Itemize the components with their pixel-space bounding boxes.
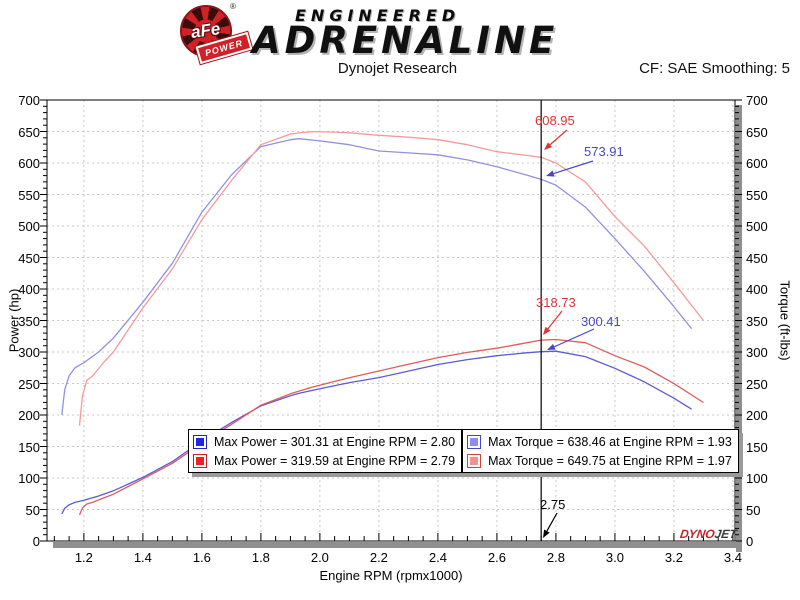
rpm-axis-title: Engine RPM (rpmx1000) <box>319 568 463 583</box>
arrow-torque-blue-line <box>553 160 594 175</box>
legend-swatch-power-blue-icon <box>193 434 207 449</box>
legend: Max Power = 301.31 at Engine RPM = 2.80 … <box>188 429 739 473</box>
axis-shadow-right <box>736 105 742 552</box>
arrow-power-blue-line <box>554 328 595 348</box>
x-tick-label: 2.2 <box>369 550 388 565</box>
arrow-power-blue-head <box>547 343 556 350</box>
y-tick-label-right: 600 <box>746 156 768 171</box>
x-tick-label: 2.0 <box>310 550 329 565</box>
y-tick-label-left: 650 <box>18 124 40 140</box>
x-tick-label: 2.4 <box>428 550 447 565</box>
legend-row: Max Power = 319.59 at Engine RPM = 2.79 <box>193 451 455 470</box>
arrow-power-red-line <box>547 310 563 330</box>
y-tick-label-left: 50 <box>25 502 40 518</box>
legend-label: Max Power = 319.59 at Engine RPM = 2.79 <box>214 453 456 468</box>
legend-swatch-torque-red-icon <box>467 453 482 468</box>
x-tick-label: 1.4 <box>133 550 152 565</box>
y-tick-label-right: 400 <box>746 282 768 297</box>
arrow-power-red-head <box>543 326 551 335</box>
curve-torque-afe-red <box>78 130 704 426</box>
y-tick-label-right: 700 <box>746 93 768 108</box>
x-tick-label: 1.8 <box>251 550 270 565</box>
chart-title: Dynojet Research <box>337 60 458 77</box>
annotation-torque-blue: 573.91 <box>584 144 624 159</box>
y-tick-label-right: 200 <box>746 408 768 423</box>
y-tick-label-right: 350 <box>746 313 768 329</box>
engineered-text: ENGINEERED <box>295 6 461 25</box>
curve-torque-baseline-blue <box>61 138 693 416</box>
legend-box-power: Max Power = 301.31 at Engine RPM = 2.80 … <box>188 429 463 473</box>
legend-label: Max Torque = 638.46 at Engine RPM = 1.93 <box>488 434 732 449</box>
y-tick-label-left: 700 <box>18 93 40 108</box>
x-tick-label: 1.6 <box>192 550 211 565</box>
afe-logo: aFe ® POWER ENGINEERED ADRENALINE <box>175 2 635 65</box>
legend-label: Max Power = 301.31 at Engine RPM = 2.80 <box>214 434 456 449</box>
y-tick-label-right: 250 <box>746 376 768 392</box>
y-tick-label-left: 500 <box>18 219 40 234</box>
x-tick-label: 3.2 <box>664 550 683 565</box>
x-tick-label: 2.6 <box>487 550 506 565</box>
adrenaline-text: ADRENALINE <box>252 19 559 62</box>
y-tick-label-left: 550 <box>18 187 40 203</box>
arrow-cursor-line <box>546 512 558 532</box>
legend-row: Max Torque = 638.46 at Engine RPM = 1.93 <box>467 432 732 451</box>
registered-trademark: ® <box>230 2 236 11</box>
y-tick-label-right: 300 <box>746 345 768 360</box>
legend-row: Max Power = 301.31 at Engine RPM = 2.80 <box>193 432 455 451</box>
x-tick-label: 3.4 <box>723 550 742 565</box>
y-tick-label-right: 550 <box>746 187 768 203</box>
legend-swatch-power-red-icon <box>193 453 207 468</box>
annotation-cursor-rpm: 2.75 <box>540 497 566 512</box>
y-tick-label-right: 500 <box>746 219 768 234</box>
y-tick-label-left: 400 <box>18 282 40 297</box>
annotation-power-blue: 300.41 <box>581 314 621 329</box>
x-tick-label: 2.8 <box>546 550 565 565</box>
x-tick-label: 1.2 <box>74 550 93 565</box>
y-tick-label-left: 100 <box>18 471 40 486</box>
dyno-text: DYNO <box>679 527 716 541</box>
legend-swatch-torque-blue-icon <box>467 434 482 449</box>
y-tick-label-right: 150 <box>746 439 768 455</box>
arrow-torque-red-head <box>544 142 553 150</box>
y-tick-label-left: 600 <box>18 156 40 171</box>
arrow-torque-red-line <box>549 129 568 146</box>
correction-factor-label: CF: SAE Smoothing: 5 <box>639 60 790 77</box>
dynojet-watermark: DYNOJET <box>679 527 738 541</box>
y-tick-label-right: 450 <box>746 250 768 266</box>
legend-label: Max Torque = 649.75 at Engine RPM = 1.97 <box>488 453 732 468</box>
y-tick-label-right: 50 <box>746 502 761 518</box>
curve-power-afe-red <box>78 338 704 516</box>
y-tick-label-right: 0 <box>746 534 754 549</box>
y-tick-label-left: 250 <box>18 376 40 392</box>
arrow-torque-blue-head <box>546 170 555 177</box>
y-tick-label-left: 350 <box>18 313 40 329</box>
annotation-torque-red: 608.95 <box>535 113 575 128</box>
arrow-cursor-head <box>543 529 550 538</box>
y-tick-label-left: 150 <box>18 439 40 455</box>
y-tick-label-left: 300 <box>18 345 40 360</box>
y-tick-label-left: 450 <box>18 250 40 266</box>
legend-row: Max Torque = 649.75 at Engine RPM = 1.97 <box>467 451 732 470</box>
jet-text: JET <box>713 527 738 541</box>
y-tick-label-right: 100 <box>746 471 768 486</box>
y-tick-label-right: 650 <box>746 124 768 140</box>
x-tick-label: 3.0 <box>605 550 624 565</box>
legend-box-torque: Max Torque = 638.46 at Engine RPM = 1.93… <box>462 429 739 473</box>
curve-power-baseline-blue <box>61 350 692 515</box>
annotation-power-red: 318.73 <box>536 295 576 310</box>
y-tick-label-left: 0 <box>32 534 40 549</box>
axis-shadow-bottom <box>53 542 742 548</box>
y-tick-label-left: 200 <box>18 408 40 423</box>
